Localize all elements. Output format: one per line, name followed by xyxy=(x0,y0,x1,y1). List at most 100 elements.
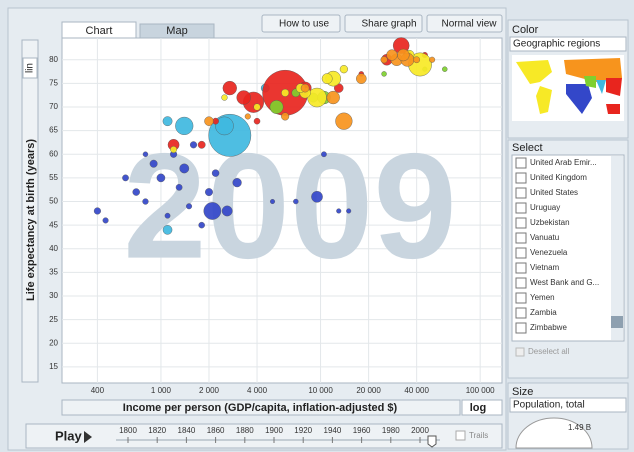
bubble[interactable] xyxy=(236,90,251,105)
bubble[interactable] xyxy=(142,151,149,157)
bubble[interactable] xyxy=(221,205,233,217)
bubble[interactable] xyxy=(142,198,149,205)
bubble[interactable] xyxy=(346,208,352,214)
x-scale-toggle[interactable] xyxy=(461,399,503,416)
deselect-all[interactable]: Deselect all xyxy=(528,347,570,356)
bubble[interactable] xyxy=(307,87,327,108)
country-name[interactable]: Zimbabwe xyxy=(530,323,567,332)
bubble[interactable] xyxy=(122,174,129,182)
bubble[interactable] xyxy=(442,66,448,72)
bubble[interactable] xyxy=(211,169,220,177)
bubble[interactable] xyxy=(175,116,194,135)
country-name[interactable]: Zambia xyxy=(530,308,557,317)
country-name[interactable]: United Kingdom xyxy=(530,173,587,182)
bubble[interactable] xyxy=(321,73,333,85)
trails-label[interactable]: Trails xyxy=(469,431,488,440)
map-middle-east[interactable] xyxy=(584,76,596,88)
x-axis-label[interactable]: Income per person (GDP/capita, inflation… xyxy=(123,402,398,414)
size-gauge[interactable] xyxy=(515,417,593,449)
bubble[interactable] xyxy=(170,146,178,153)
bubble[interactable] xyxy=(93,207,101,215)
bubble[interactable] xyxy=(269,199,276,205)
bubble[interactable] xyxy=(381,71,387,77)
bubble[interactable] xyxy=(198,221,205,229)
bubble[interactable] xyxy=(429,56,436,63)
bubble[interactable] xyxy=(164,212,171,219)
bubble[interactable] xyxy=(326,90,340,105)
bubble[interactable] xyxy=(197,140,206,149)
bubble[interactable] xyxy=(186,203,193,210)
map-africa[interactable] xyxy=(566,84,592,114)
trails-checkbox[interactable] xyxy=(455,430,466,441)
country-checkbox[interactable] xyxy=(515,202,527,214)
map-europe-asia[interactable] xyxy=(564,58,622,82)
bubble[interactable] xyxy=(311,190,323,203)
bubble[interactable] xyxy=(149,159,158,168)
country-checkbox[interactable] xyxy=(515,187,527,199)
bubble[interactable] xyxy=(413,56,420,64)
y-axis-label[interactable]: Life expectancy at birth (years) xyxy=(25,139,37,301)
country-list[interactable] xyxy=(511,154,625,342)
country-checkbox[interactable] xyxy=(515,262,527,274)
country-checkbox[interactable] xyxy=(515,157,527,169)
bubble[interactable] xyxy=(203,202,222,220)
country-name[interactable]: Vanuatu xyxy=(530,233,559,242)
list-scroll-thumb[interactable] xyxy=(611,316,623,328)
bubble[interactable] xyxy=(204,116,214,126)
bubble[interactable] xyxy=(162,116,173,127)
x-axis-selector[interactable] xyxy=(61,399,461,416)
deselect-checkbox[interactable] xyxy=(515,347,525,357)
country-name[interactable]: Uzbekistan xyxy=(530,218,570,227)
x-scale-label[interactable]: log xyxy=(470,402,487,414)
bubble[interactable] xyxy=(175,184,183,191)
bubble[interactable] xyxy=(221,94,228,101)
play-icon[interactable] xyxy=(84,431,92,443)
bubble[interactable] xyxy=(293,198,299,205)
bubble[interactable] xyxy=(336,208,342,214)
country-name[interactable]: Vietnam xyxy=(530,263,560,272)
map-south-america[interactable] xyxy=(536,86,552,114)
bubble[interactable] xyxy=(321,151,327,158)
map-south-asia[interactable] xyxy=(596,80,606,94)
bubble[interactable] xyxy=(189,141,198,149)
bubble[interactable] xyxy=(269,100,284,114)
country-checkbox[interactable] xyxy=(515,292,527,304)
color-selector[interactable] xyxy=(509,36,627,52)
size-selector[interactable] xyxy=(509,397,627,413)
country-name[interactable]: Yemen xyxy=(530,293,555,302)
bubble[interactable] xyxy=(356,73,367,84)
map-north-america[interactable] xyxy=(516,60,552,84)
normal-view-button[interactable] xyxy=(426,14,503,33)
country-name[interactable]: United States xyxy=(530,188,578,197)
bubble[interactable] xyxy=(386,49,398,61)
bubble[interactable] xyxy=(102,217,109,224)
how-to-use-label[interactable]: How to use xyxy=(279,19,329,30)
timeline-handle[interactable] xyxy=(427,435,437,448)
bubble[interactable] xyxy=(339,65,348,74)
bubble[interactable] xyxy=(162,225,173,235)
country-name[interactable]: United Arab Emir... xyxy=(530,158,597,167)
bubble[interactable] xyxy=(397,48,410,62)
y-scale-toggle[interactable] xyxy=(22,57,38,79)
country-checkbox[interactable] xyxy=(515,322,527,334)
bubble[interactable] xyxy=(215,116,234,136)
how-to-use-button[interactable] xyxy=(261,14,341,33)
map-tab-label[interactable]: Map xyxy=(166,25,187,37)
bubble[interactable] xyxy=(205,188,213,197)
share-graph-button[interactable] xyxy=(344,14,423,33)
bubble[interactable] xyxy=(281,112,290,121)
country-checkbox[interactable] xyxy=(515,247,527,259)
bubble[interactable] xyxy=(222,80,237,96)
play-button[interactable]: Play xyxy=(55,428,83,443)
bubble[interactable] xyxy=(253,117,261,125)
country-checkbox[interactable] xyxy=(515,172,527,184)
country-checkbox[interactable] xyxy=(515,307,527,319)
bubble[interactable] xyxy=(281,88,290,97)
bubble[interactable] xyxy=(335,112,353,130)
size-indicator[interactable]: Population, total xyxy=(513,400,585,411)
list-scrollbar[interactable] xyxy=(611,156,623,340)
bubble[interactable] xyxy=(253,103,261,111)
bubble[interactable] xyxy=(132,188,140,196)
country-name[interactable]: Uruguay xyxy=(530,203,560,212)
country-checkbox[interactable] xyxy=(515,232,527,244)
